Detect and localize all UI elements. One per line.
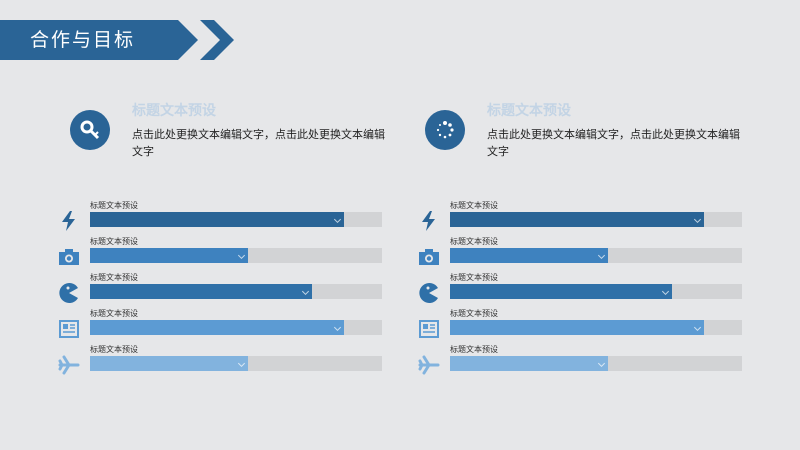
progress-track bbox=[450, 248, 742, 263]
progress-fill bbox=[90, 248, 248, 263]
feature-title: 标题文本预设 bbox=[132, 103, 216, 119]
bar-label: 标题文本预设 bbox=[450, 309, 498, 318]
progress-track bbox=[450, 284, 742, 299]
bar-row: 标题文本预设 bbox=[419, 236, 780, 272]
feature-description: 点击此处更换文本编辑文字，点击此处更换文本编辑文字 bbox=[487, 128, 740, 158]
pacman-icon bbox=[419, 283, 438, 303]
bar-row: 标题文本预设 bbox=[59, 308, 420, 344]
progress-fill bbox=[450, 284, 672, 299]
bar-row: 标题文本预设 bbox=[59, 272, 420, 308]
bar-row: 标题文本预设 bbox=[59, 236, 420, 272]
bar-row: 标题文本预设 bbox=[62, 200, 420, 236]
newspaper-icon bbox=[419, 320, 439, 338]
bar-row: 标题文本预设 bbox=[58, 344, 420, 380]
bar-label: 标题文本预设 bbox=[450, 237, 498, 246]
lightning-icon bbox=[62, 211, 75, 231]
lightning-icon bbox=[422, 211, 435, 231]
bar-row: 标题文本预设 bbox=[422, 200, 780, 236]
airplane-icon bbox=[418, 355, 440, 375]
newspaper-icon bbox=[59, 320, 79, 338]
feature-title: 标题文本预设 bbox=[487, 103, 571, 119]
bar-label: 标题文本预设 bbox=[450, 273, 498, 282]
progress-fill bbox=[450, 248, 608, 263]
bar-label: 标题文本预设 bbox=[90, 201, 138, 210]
bar-label: 标题文本预设 bbox=[450, 345, 498, 354]
key-icon bbox=[80, 120, 100, 140]
pacman-icon bbox=[59, 283, 78, 303]
title-banner bbox=[0, 20, 234, 60]
bar-label: 标题文本预设 bbox=[90, 273, 138, 282]
feature-icon-circle bbox=[70, 110, 110, 150]
feature-icon-circle bbox=[425, 110, 465, 150]
banner-arrow-shape bbox=[0, 20, 234, 60]
camera-icon bbox=[59, 249, 79, 265]
progress-fill bbox=[450, 320, 705, 335]
progress-track bbox=[450, 320, 742, 335]
progress-fill bbox=[450, 356, 608, 371]
airplane-icon bbox=[58, 355, 80, 375]
bar-row: 标题文本预设 bbox=[418, 344, 780, 380]
progress-track bbox=[450, 212, 742, 227]
progress-fill bbox=[450, 212, 705, 227]
progress-fill bbox=[90, 212, 345, 227]
bar-label: 标题文本预设 bbox=[90, 237, 138, 246]
spinner-icon bbox=[436, 121, 454, 139]
progress-fill bbox=[90, 284, 312, 299]
progress-track bbox=[450, 356, 742, 371]
progress-track bbox=[90, 248, 382, 263]
feature-description: 点击此处更换文本编辑文字，点击此处更换文本编辑文字 bbox=[132, 128, 385, 158]
progress-track bbox=[90, 320, 382, 335]
bar-row: 标题文本预设 bbox=[419, 272, 780, 308]
bar-label: 标题文本预设 bbox=[90, 309, 138, 318]
bar-row: 标题文本预设 bbox=[419, 308, 780, 344]
progress-fill bbox=[90, 320, 345, 335]
progress-track bbox=[90, 212, 382, 227]
bar-label: 标题文本预设 bbox=[450, 201, 498, 210]
page-title: 合作与目标 bbox=[30, 29, 136, 51]
progress-fill bbox=[90, 356, 248, 371]
progress-track bbox=[90, 284, 382, 299]
progress-track bbox=[90, 356, 382, 371]
bar-label: 标题文本预设 bbox=[90, 345, 138, 354]
camera-icon bbox=[419, 249, 439, 265]
